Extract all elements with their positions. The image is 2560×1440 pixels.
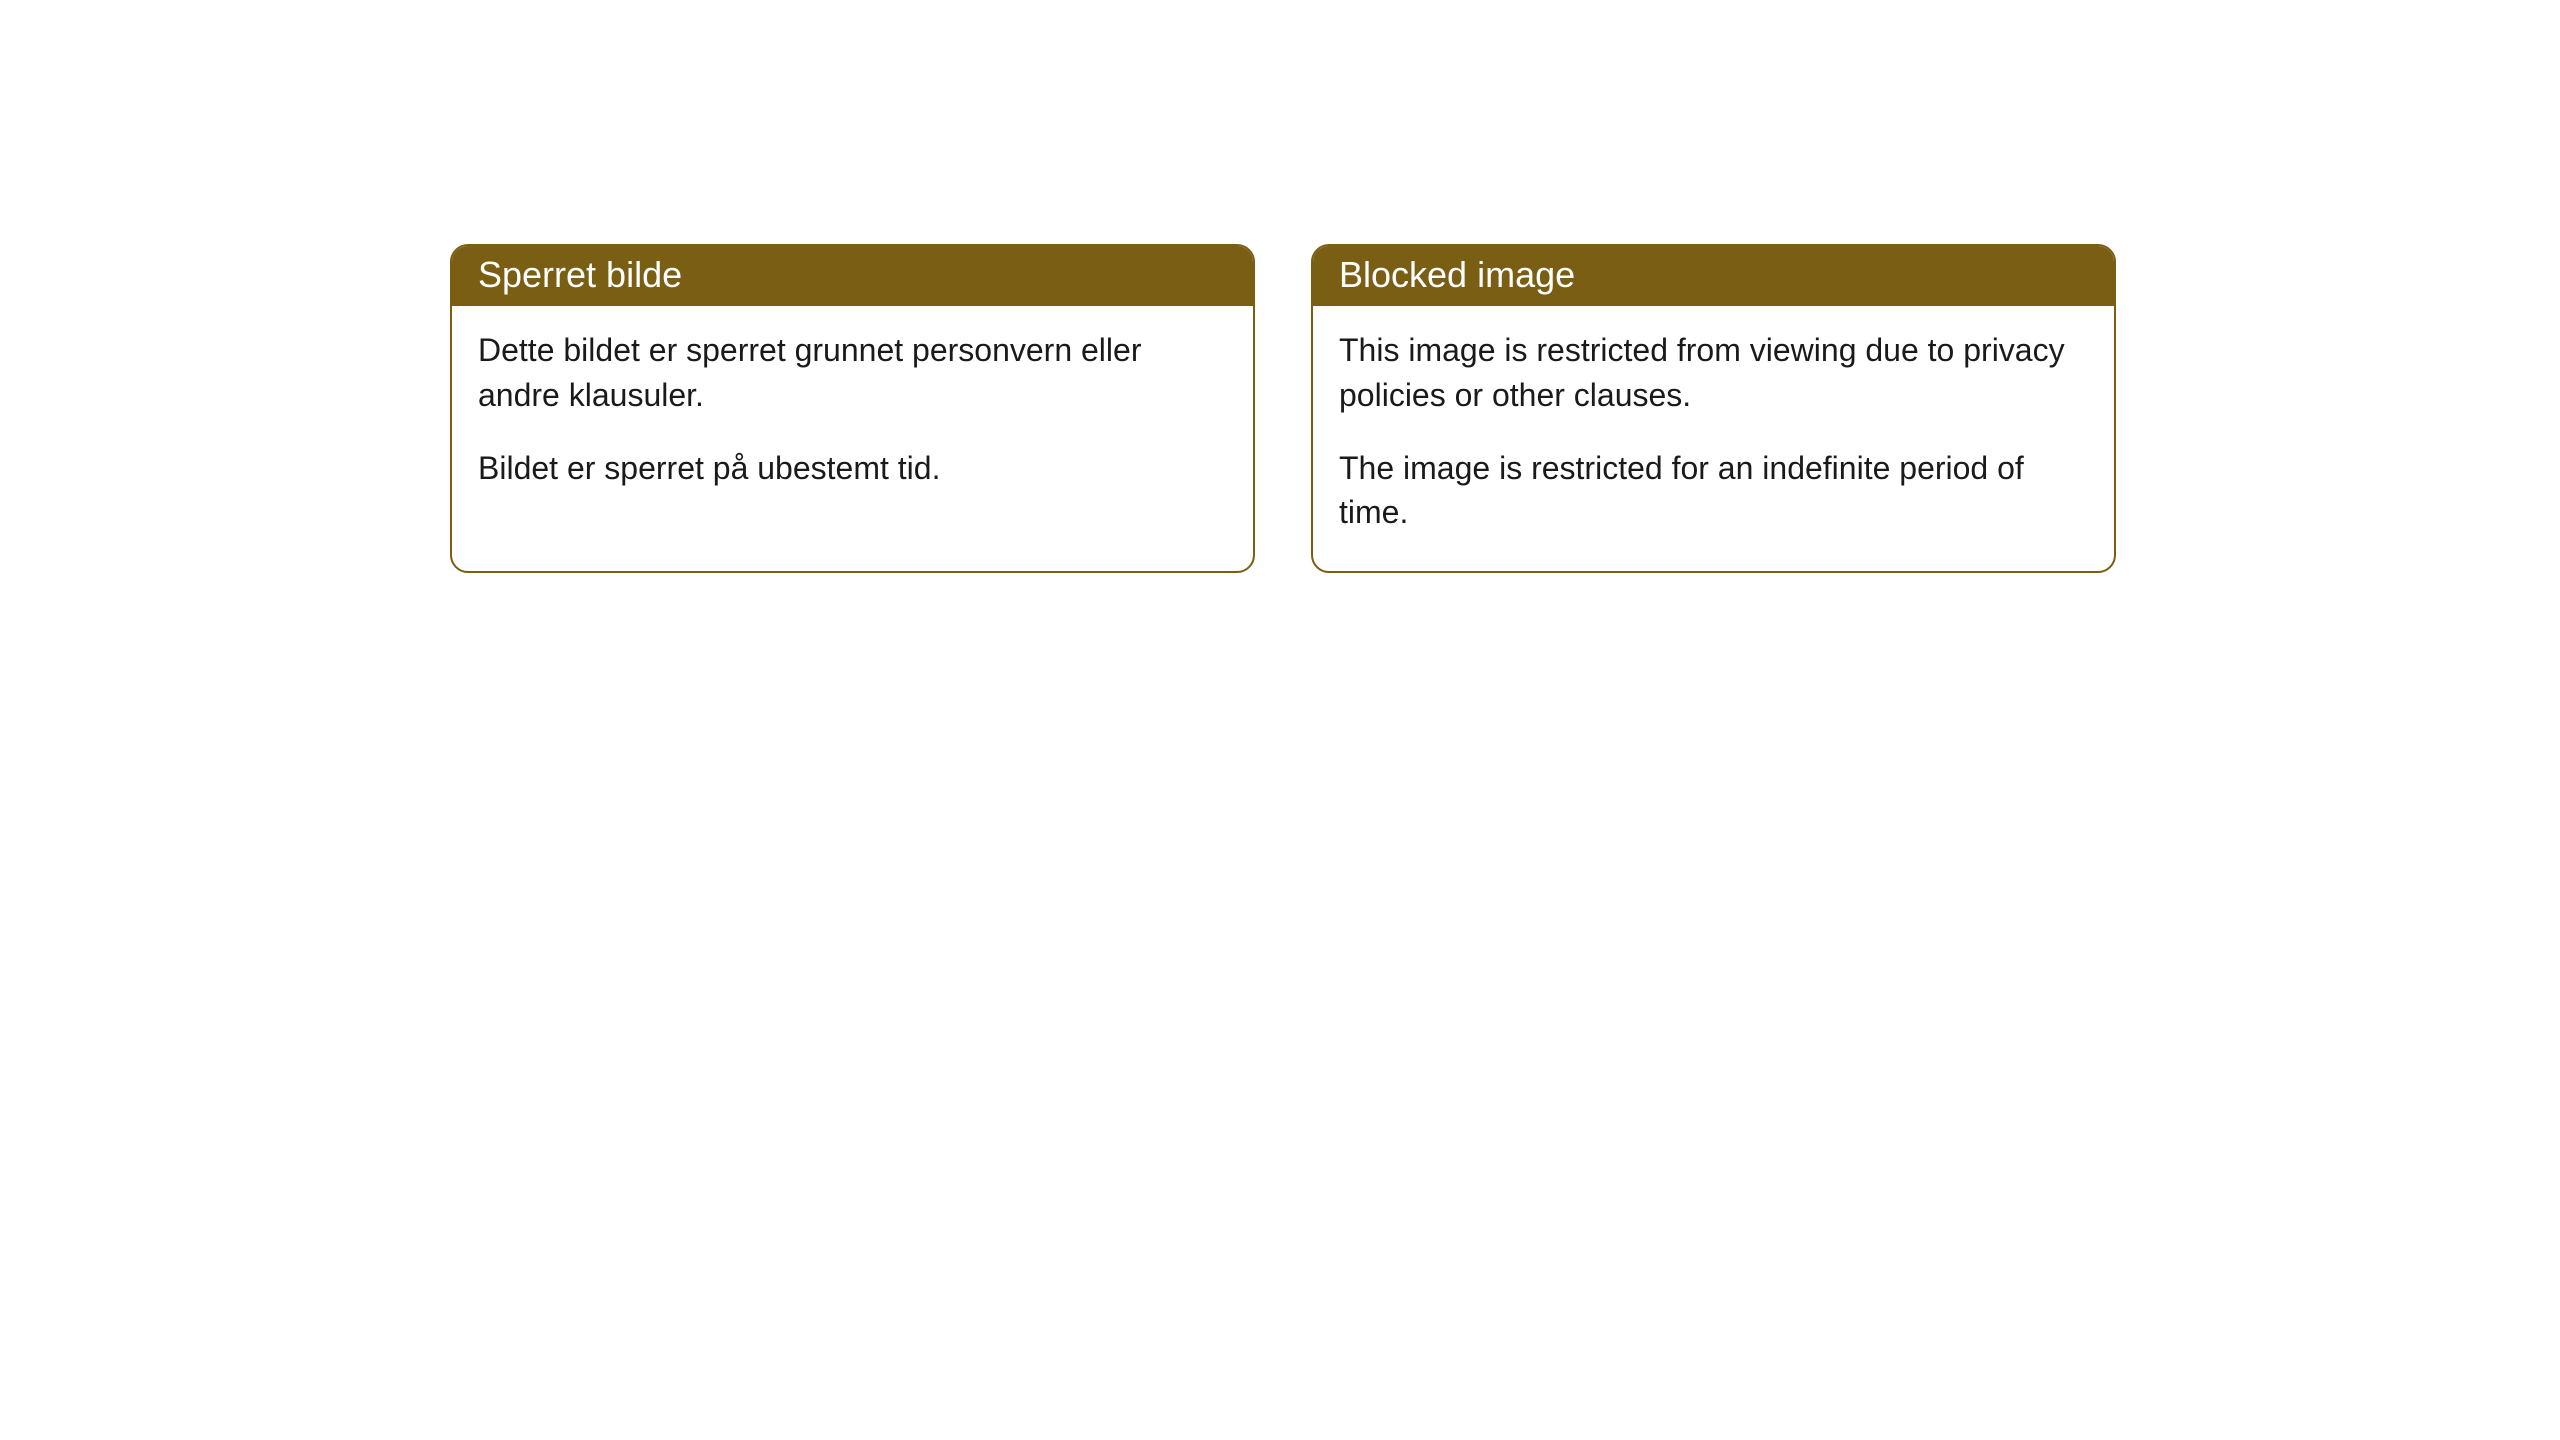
card-body-norwegian: Dette bildet er sperret grunnet personve… <box>452 306 1253 526</box>
card-paragraph: This image is restricted from viewing du… <box>1339 328 2088 418</box>
blocked-image-card-english: Blocked image This image is restricted f… <box>1311 244 2116 573</box>
card-header-norwegian: Sperret bilde <box>452 246 1253 306</box>
card-header-english: Blocked image <box>1313 246 2114 306</box>
blocked-image-card-norwegian: Sperret bilde Dette bildet er sperret gr… <box>450 244 1255 573</box>
card-paragraph: Bildet er sperret på ubestemt tid. <box>478 446 1227 491</box>
card-body-english: This image is restricted from viewing du… <box>1313 306 2114 571</box>
card-paragraph: Dette bildet er sperret grunnet personve… <box>478 328 1227 418</box>
notice-cards-container: Sperret bilde Dette bildet er sperret gr… <box>450 244 2116 573</box>
card-title: Blocked image <box>1339 254 1575 295</box>
card-paragraph: The image is restricted for an indefinit… <box>1339 446 2088 536</box>
card-title: Sperret bilde <box>478 254 682 295</box>
